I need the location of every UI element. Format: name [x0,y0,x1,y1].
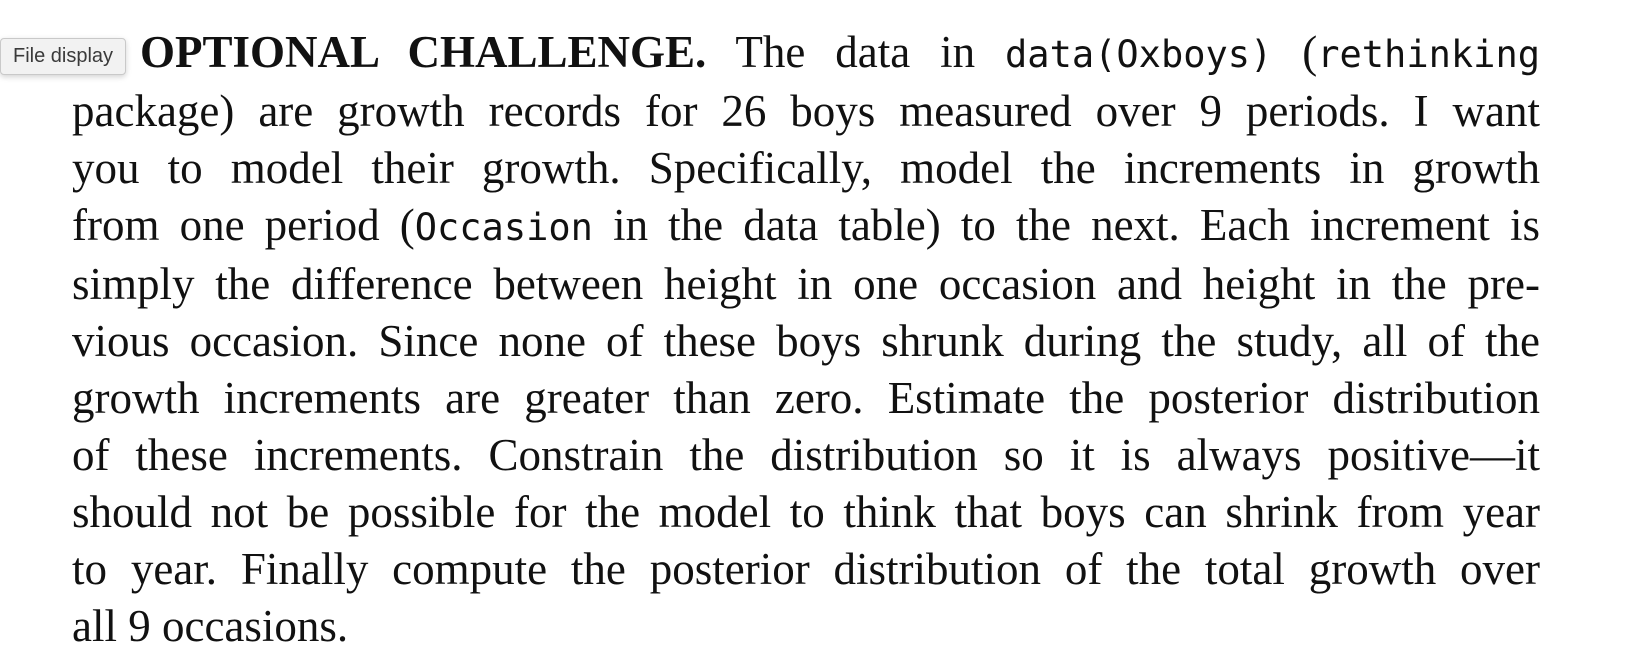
text-line: you to model their growth. Specifically,… [72,143,1540,193]
text-line: OPTIONAL CHALLENGE. The data in data(Oxb… [72,24,1540,83]
text-line: growth increments are greater than zero.… [72,373,1540,423]
text-line: all 9 occasions. [72,601,349,651]
text-line: simply the difference between height in … [72,259,1540,309]
text-line: to year. Finally compute the posterior d… [72,544,1540,594]
text-line: should not be possible for the model to … [72,487,1540,537]
text-fragment: from one period ( [72,200,415,250]
text-fragment: in the data table) to the next. Each inc… [592,200,1540,250]
code-dataset-call: data(Oxboys) [1005,33,1273,76]
text-fragment: The data in [706,27,1006,77]
problem-paragraph: OPTIONAL CHALLENGE. The data in data(Oxb… [72,24,1540,655]
file-display-tooltip: File display [0,38,127,75]
text-line: of these increments. Constrain the distr… [72,430,1540,480]
text-line: package) are growth records for 26 boys … [72,86,1540,136]
text-line: from one period (Occasion in the data ta… [72,197,1540,256]
code-occasion-column: Occasion [414,206,593,249]
text-fragment: ( [1272,27,1318,77]
text-line: vious occasion. Since none of these boys… [72,316,1540,366]
problem-lead-in: OPTIONAL CHALLENGE. [140,27,707,77]
code-package-name: rethinking [1317,33,1540,76]
